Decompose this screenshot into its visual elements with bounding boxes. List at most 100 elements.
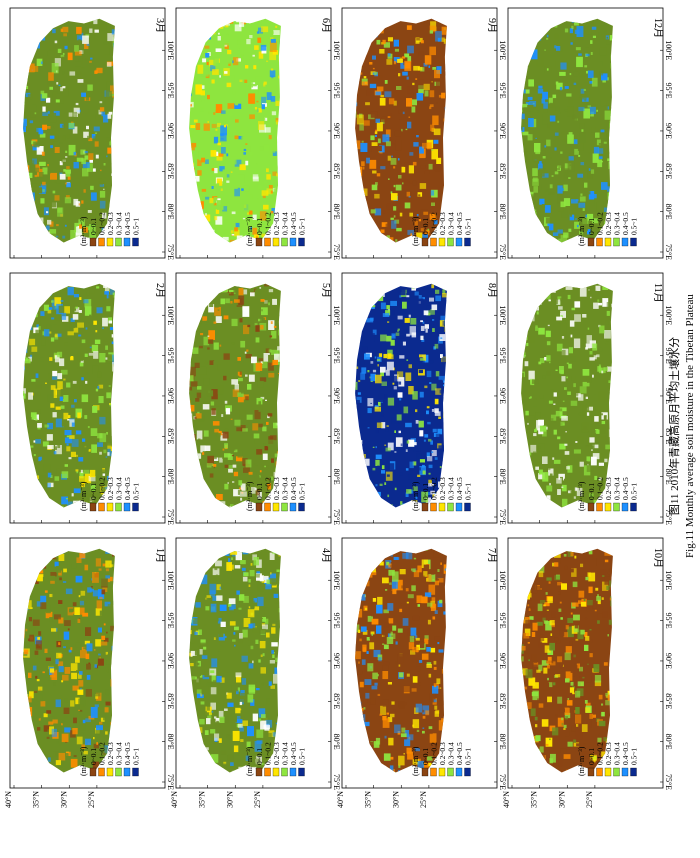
legend-swatch [299, 503, 305, 511]
lon-tick-label: 80°E [332, 469, 341, 485]
lat-tick-label: 30°N [225, 791, 234, 808]
lon-tick-label: 85°E [332, 693, 341, 709]
lon-tick-label: 90°E [664, 123, 673, 139]
legend-class-label: 0.5~1 [630, 218, 639, 235]
legend-swatch [456, 768, 462, 776]
legend-swatch [622, 238, 628, 246]
legend-swatch [99, 503, 105, 511]
lat-tick-label: 35°N [530, 791, 539, 808]
lon-tick-label: 85°E [166, 428, 175, 444]
lat-tick-label: 35°N [198, 791, 207, 808]
legend-unit: (m³·m⁻³) [411, 481, 420, 511]
legend-swatch [299, 238, 305, 246]
legend-swatch [588, 238, 594, 246]
lon-tick-label: 100°E [166, 40, 175, 60]
lon-tick-label: 95°E [166, 348, 175, 364]
lon-tick-label: 95°E [498, 613, 507, 629]
lon-tick-label: 100°E [498, 40, 507, 60]
lon-tick-label: 90°E [332, 653, 341, 669]
lon-tick-label: 75°E [664, 244, 673, 260]
lon-tick-label: 90°E [498, 123, 507, 139]
legend-swatch [448, 238, 454, 246]
lon-tick-label: 100°E [498, 305, 507, 325]
legend-swatch [465, 503, 471, 511]
lat-tick-label: 25°N [419, 791, 428, 808]
lat-tick-label: 40°N [4, 791, 13, 808]
lat-tick-label: 40°N [502, 791, 511, 808]
lon-tick-label: 95°E [166, 83, 175, 99]
lon-tick-label: 100°E [332, 40, 341, 60]
legend-unit: (m³·m⁻³) [245, 216, 254, 246]
legend-swatch [133, 503, 139, 511]
lon-tick-label: 95°E [664, 613, 673, 629]
lon-tick-label: 90°E [166, 123, 175, 139]
lat-tick-label: 25°N [87, 791, 96, 808]
lon-tick-label: 75°E [332, 509, 341, 525]
lon-tick-label: 80°E [166, 734, 175, 750]
legend-swatch [614, 503, 620, 511]
lon-tick-label: 80°E [498, 734, 507, 750]
lon-tick-label: 90°E [332, 123, 341, 139]
legend-swatch [422, 238, 428, 246]
lat-tick-label: 35°N [364, 791, 373, 808]
caption-english: Fig.11 Monthly average soil moisture in … [683, 294, 698, 558]
legend-swatch [431, 768, 437, 776]
legend-swatch [431, 238, 437, 246]
legend-swatch [439, 503, 445, 511]
legend-class-label: 0.5~1 [298, 748, 307, 765]
month-label: 9月 [486, 18, 498, 33]
legend-swatch [116, 503, 122, 511]
legend-swatch [622, 503, 628, 511]
legend-swatch [124, 768, 130, 776]
lon-tick-label: 85°E [166, 163, 175, 179]
legend-swatch [631, 503, 637, 511]
legend-swatch [422, 503, 428, 511]
legend-swatch [605, 238, 611, 246]
lon-tick-label: 90°E [498, 388, 507, 404]
legend-swatch [299, 768, 305, 776]
month-label: 1月 [154, 548, 166, 563]
lon-tick-label: 90°E [498, 653, 507, 669]
lon-tick-label: 100°E [166, 305, 175, 325]
legend-swatch [265, 768, 271, 776]
legend-swatch [90, 768, 96, 776]
lon-tick-label: 80°E [498, 204, 507, 220]
lat-tick-label: 40°N [336, 791, 345, 808]
month-label: 3月 [154, 18, 166, 33]
legend-swatch [124, 238, 130, 246]
legend-swatch [107, 503, 113, 511]
legend-swatch [439, 768, 445, 776]
lon-tick-label: 100°E [332, 570, 341, 590]
lon-tick-label: 75°E [332, 774, 341, 790]
lon-tick-label: 95°E [498, 348, 507, 364]
legend-class-label: 0.5~1 [464, 218, 473, 235]
legend-swatch [99, 238, 105, 246]
month-label: 5月 [320, 283, 332, 298]
lon-tick-label: 75°E [498, 509, 507, 525]
legend-swatch [614, 768, 620, 776]
lon-tick-label: 90°E [664, 653, 673, 669]
legend-swatch [90, 503, 96, 511]
lon-tick-label: 100°E [498, 570, 507, 590]
legend-swatch [622, 768, 628, 776]
lon-tick-label: 80°E [166, 469, 175, 485]
legend-swatch [107, 238, 113, 246]
legend-swatch [588, 768, 594, 776]
month-label: 7月 [486, 548, 498, 563]
lon-tick-label: 95°E [166, 613, 175, 629]
legend-class-label: 0.5~1 [298, 218, 307, 235]
legend-class-label: 0.5~1 [132, 218, 141, 235]
legend-swatch [99, 768, 105, 776]
legend-swatch [90, 238, 96, 246]
legend-swatch [448, 503, 454, 511]
